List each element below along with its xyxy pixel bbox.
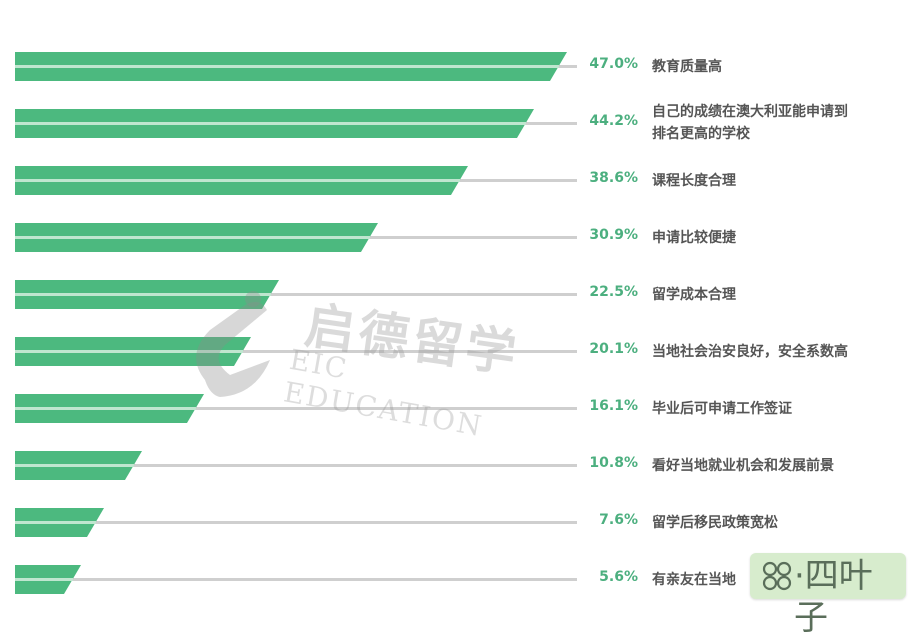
value-label: 7.6% <box>599 512 638 528</box>
bar-row: 5.6% 有亲友在当地 <box>0 565 916 595</box>
bar-split-line <box>15 407 196 410</box>
category-label: 看好当地就业机会和发展前景 <box>652 458 834 474</box>
bar-row: 38.6% 课程长度合理 <box>0 166 916 196</box>
value-label: 16.1% <box>589 398 638 414</box>
bar-row: 44.2% 自己的成绩在澳大利亚能申请到 排名更高的学校 <box>0 104 916 142</box>
guide-line <box>15 293 577 296</box>
value-label: 44.2% <box>589 113 638 129</box>
bar-row: 16.1% 毕业后可申请工作签证 <box>0 394 916 424</box>
bar-row: 10.8% 看好当地就业机会和发展前景 <box>0 451 916 481</box>
guide-line <box>15 350 577 353</box>
category-label: 自己的成绩在澳大利亚能申请到 排名更高的学校 <box>652 101 848 145</box>
source-badge: ·四叶子 <box>750 553 906 638</box>
guide-line <box>15 521 577 524</box>
bar-split-line <box>15 293 271 296</box>
value-label: 30.9% <box>589 227 638 243</box>
category-label: 留学成本合理 <box>652 287 736 303</box>
category-label: 有亲友在当地 <box>652 572 736 588</box>
bar-split-line <box>15 179 460 182</box>
bar-split-line <box>15 578 73 581</box>
category-label: 毕业后可申请工作签证 <box>652 401 792 417</box>
guide-line <box>15 464 577 467</box>
category-label: 课程长度合理 <box>652 173 736 189</box>
value-label: 5.6% <box>599 569 638 585</box>
bar-row: 30.9% 申请比较便捷 <box>0 223 916 253</box>
bar-row: 47.0% 教育质量高 <box>0 52 916 82</box>
guide-line <box>15 578 577 581</box>
category-label: 当地社会治安良好，安全系数高 <box>652 344 848 360</box>
category-label: 申请比较便捷 <box>652 230 736 246</box>
four-leaf-icon <box>762 561 792 591</box>
bar-split-line <box>15 521 96 524</box>
bar-split-line <box>15 236 370 239</box>
value-label: 38.6% <box>589 170 638 186</box>
bar-split-line <box>15 464 134 467</box>
value-label: 10.8% <box>589 455 638 471</box>
bar-split-line <box>15 350 243 353</box>
bar-row: 7.6% 留学后移民政策宽松 <box>0 508 916 538</box>
category-label-line1: 自己的成绩在澳大利亚能申请到 <box>652 104 848 120</box>
bar-row: 20.1% 当地社会治安良好，安全系数高 <box>0 337 916 367</box>
guide-line <box>15 407 577 410</box>
value-label: 22.5% <box>589 284 638 300</box>
category-label-line2: 排名更高的学校 <box>652 126 750 142</box>
bar-split-line <box>15 65 559 68</box>
bar-row: 22.5% 留学成本合理 <box>0 280 916 310</box>
badge-text: ·四叶子 <box>794 556 873 638</box>
category-label: 教育质量高 <box>652 59 722 75</box>
horizontal-bar-chart: 47.0% 教育质量高 44.2% 自己的成绩在澳大利亚能申请到 排名更高的学校 38.6… <box>0 52 916 595</box>
value-label: 20.1% <box>589 341 638 357</box>
value-label: 47.0% <box>589 56 638 72</box>
category-label: 留学后移民政策宽松 <box>652 515 778 531</box>
bar-split-line <box>15 122 526 125</box>
